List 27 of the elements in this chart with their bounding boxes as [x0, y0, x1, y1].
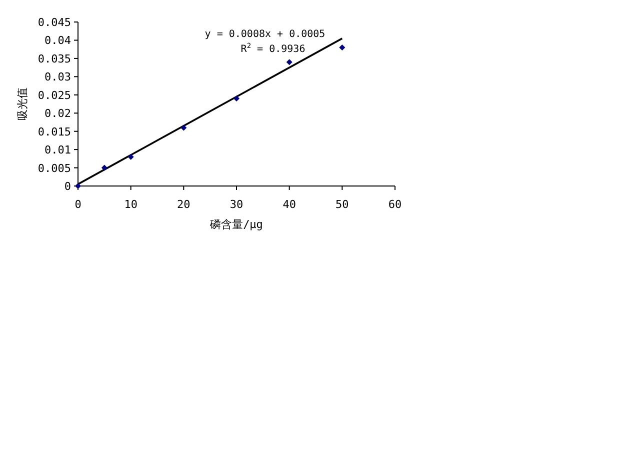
point: [234, 96, 240, 102]
x-tick-label: 20: [177, 198, 190, 211]
y-tick-label: 0.04: [44, 34, 72, 48]
point: [286, 59, 292, 66]
annotation: y = 0.0008x + 0.0005: [204, 29, 326, 40]
y-tick-label: 0.035: [38, 52, 71, 66]
x-tick-label: 50: [336, 198, 349, 211]
x-tick-label: 40: [282, 198, 296, 211]
y-axis-title: 吸光值: [16, 88, 29, 120]
x-tick-label: 60: [388, 198, 402, 211]
y-tick-label: 0: [64, 180, 71, 193]
x-tick-label: 30: [230, 198, 244, 211]
y-tick-label: 0.025: [38, 88, 71, 102]
point: [101, 164, 108, 171]
x-axis-title: 磷含量/μg: [209, 218, 263, 231]
y-tick-label: 0.01: [44, 144, 71, 157]
point: [180, 124, 187, 131]
annotation: R$^{2}$ = 0.9936: [240, 42, 306, 55]
y-tick-label: 0.03: [44, 70, 71, 84]
x-tick-label: 10: [124, 198, 138, 211]
y-tick-label: 0.02: [44, 107, 71, 120]
point: [339, 44, 346, 51]
y-tick-label: 0.005: [38, 162, 71, 175]
x-tick-label: 0: [74, 198, 82, 211]
y-tick-label: 0.015: [38, 125, 71, 138]
point: [128, 154, 134, 160]
y-tick-label: 0.045: [38, 16, 71, 29]
